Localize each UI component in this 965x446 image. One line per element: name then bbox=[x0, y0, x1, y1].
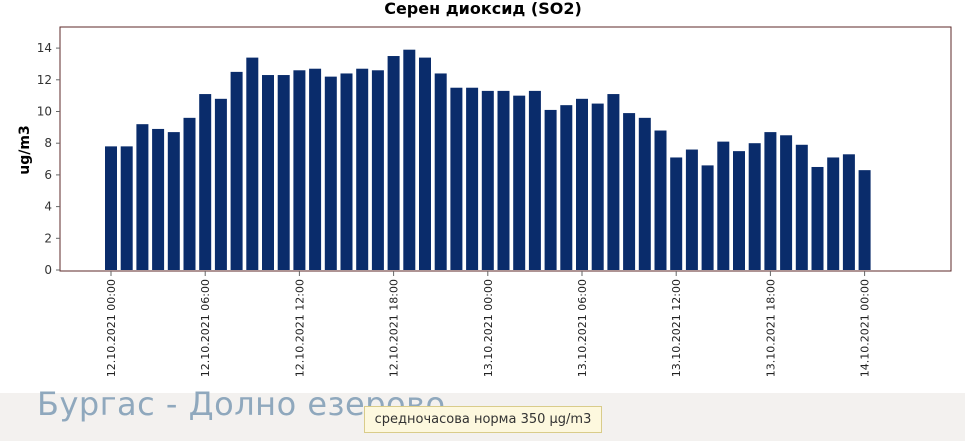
bar bbox=[403, 49, 416, 270]
norm-badge: средночасова норма 350 µg/m3 bbox=[364, 406, 602, 433]
x-tick-label: 13.10.2021 00:00 bbox=[482, 279, 495, 377]
bar bbox=[842, 154, 855, 270]
bar bbox=[340, 73, 353, 271]
bar bbox=[262, 75, 274, 270]
bar bbox=[309, 68, 322, 271]
bar bbox=[497, 90, 510, 270]
bar bbox=[246, 57, 259, 270]
bar bbox=[638, 117, 651, 270]
x-tick-label: 12.10.2021 12:00 bbox=[293, 279, 306, 377]
x-ticks: 12.10.2021 00:00 12.10.2021 06:00 12.10.20… bbox=[105, 271, 872, 377]
bar bbox=[701, 165, 714, 270]
y-tick-label: 14 bbox=[37, 41, 52, 55]
bar bbox=[717, 141, 730, 270]
chart-title: Серен диоксид (SO2) bbox=[384, 0, 582, 18]
x-tick-label: 12.10.2021 18:00 bbox=[388, 279, 401, 377]
y-tick-label: 0 bbox=[44, 263, 52, 277]
y-axis-label: ug/m3 bbox=[17, 125, 33, 174]
bar bbox=[607, 94, 620, 270]
y-tick-label: 8 bbox=[44, 136, 52, 150]
bar bbox=[277, 75, 290, 270]
bar bbox=[387, 56, 400, 270]
bar bbox=[513, 95, 526, 271]
bar bbox=[623, 113, 636, 270]
bar bbox=[183, 117, 196, 270]
y-tick-label: 12 bbox=[37, 73, 52, 87]
bar bbox=[560, 105, 573, 270]
x-tick-label: 14.10.2021 00:00 bbox=[859, 279, 872, 377]
x-tick-label: 12.10.2021 06:00 bbox=[199, 279, 212, 377]
x-tick-label: 13.10.2021 18:00 bbox=[764, 279, 777, 377]
x-tick-label: 13.10.2021 06:00 bbox=[576, 279, 589, 377]
bar bbox=[764, 132, 777, 270]
bar bbox=[214, 98, 227, 270]
bar bbox=[685, 149, 698, 270]
bar bbox=[654, 130, 667, 270]
bar bbox=[230, 71, 243, 271]
bar bbox=[811, 166, 824, 270]
bar bbox=[528, 90, 541, 270]
bar bbox=[136, 124, 149, 271]
bar bbox=[780, 135, 793, 270]
bar bbox=[450, 87, 463, 270]
y-ticks: 0 2 4 6 8 10 12 14 bbox=[37, 41, 60, 277]
bar bbox=[544, 109, 557, 270]
bar bbox=[481, 90, 494, 270]
bar bbox=[105, 146, 117, 270]
bar bbox=[466, 87, 479, 270]
bar bbox=[827, 157, 840, 270]
x-tick-label: 13.10.2021 12:00 bbox=[670, 279, 683, 377]
bars bbox=[105, 49, 871, 271]
y-tick-label: 4 bbox=[44, 200, 52, 214]
x-tick-label: 12.10.2021 00:00 bbox=[105, 279, 118, 377]
bar bbox=[293, 70, 306, 270]
bar bbox=[591, 103, 604, 270]
bar bbox=[670, 157, 683, 270]
bar bbox=[748, 143, 761, 270]
bar bbox=[371, 70, 384, 270]
bar bbox=[324, 76, 337, 270]
bar bbox=[858, 170, 871, 270]
plot-frame bbox=[59, 26, 952, 272]
bar bbox=[356, 68, 369, 271]
y-tick-label: 10 bbox=[37, 105, 52, 119]
bar bbox=[576, 98, 588, 270]
bar bbox=[120, 146, 133, 270]
bar bbox=[199, 94, 212, 270]
bar bbox=[152, 128, 165, 270]
bar bbox=[795, 144, 808, 270]
bar bbox=[419, 57, 431, 270]
y-tick-label: 2 bbox=[44, 231, 52, 245]
bar bbox=[733, 151, 745, 271]
y-tick-label: 6 bbox=[44, 168, 52, 182]
bar bbox=[434, 73, 447, 271]
bar bbox=[167, 132, 180, 270]
